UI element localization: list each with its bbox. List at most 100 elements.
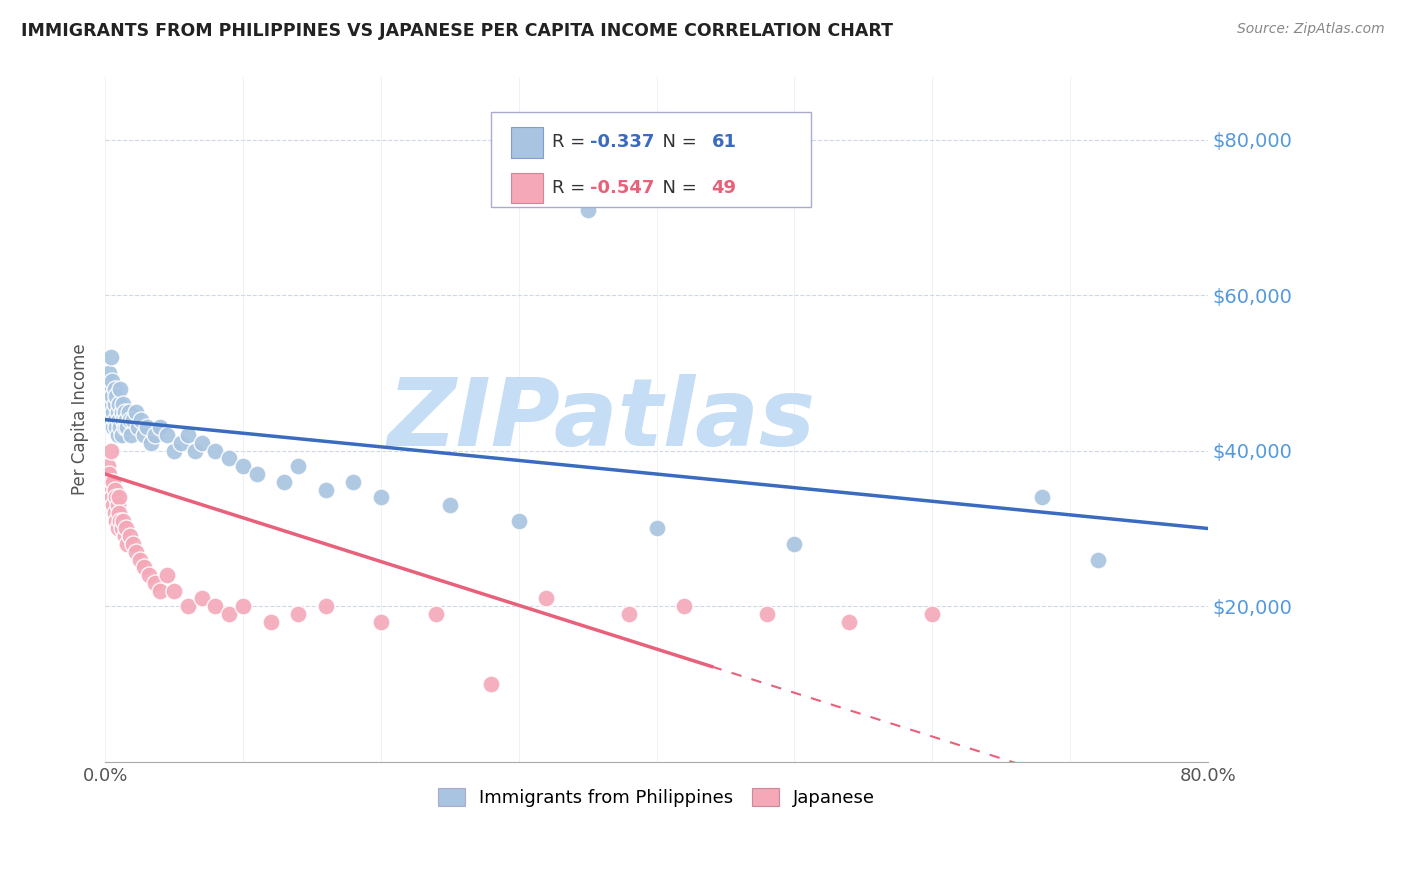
Point [138, 568, 160, 582]
Point [370, 615, 392, 629]
Point [156, 428, 179, 442]
Point [111, 428, 134, 442]
Point [232, 459, 254, 474]
Point [111, 521, 134, 535]
Point [108, 397, 131, 411]
Point [755, 607, 778, 621]
Point [370, 491, 392, 505]
Point [170, 436, 193, 450]
Point [101, 483, 124, 497]
Point [104, 412, 127, 426]
Text: ZIPatlas: ZIPatlas [387, 374, 815, 466]
Point [132, 560, 155, 574]
Point [783, 537, 806, 551]
Point [100, 412, 122, 426]
Point [163, 583, 186, 598]
Point [287, 607, 309, 621]
Point [103, 420, 125, 434]
FancyBboxPatch shape [510, 128, 543, 158]
Point [108, 412, 131, 426]
Point [127, 420, 149, 434]
Point [479, 677, 502, 691]
Text: R =: R = [551, 134, 591, 152]
Point [190, 436, 212, 450]
Point [149, 583, 172, 598]
Text: IMMIGRANTS FROM PHILIPPINES VS JAPANESE PER CAPITA INCOME CORRELATION CHART: IMMIGRANTS FROM PHILIPPINES VS JAPANESE … [21, 22, 893, 40]
Point [232, 599, 254, 614]
Point [124, 545, 146, 559]
Point [115, 521, 138, 535]
Point [425, 607, 447, 621]
Point [104, 506, 127, 520]
Y-axis label: Per Capita Income: Per Capita Income [72, 343, 89, 495]
Point [204, 599, 226, 614]
Point [124, 405, 146, 419]
Point [156, 568, 179, 582]
Point [645, 521, 668, 535]
Point [342, 475, 364, 489]
Point [132, 428, 155, 442]
Point [177, 599, 200, 614]
Point [536, 591, 558, 606]
Point [143, 575, 166, 590]
Point [143, 428, 166, 442]
Point [103, 498, 125, 512]
Point [617, 607, 640, 621]
Point [107, 521, 129, 535]
Point [287, 459, 309, 474]
Point [246, 467, 269, 481]
Point [135, 420, 157, 434]
Point [107, 405, 129, 419]
Point [1031, 491, 1053, 505]
Point [128, 552, 150, 566]
Point [114, 529, 136, 543]
Text: -0.547: -0.547 [591, 179, 655, 197]
Legend: Immigrants from Philippines, Japanese: Immigrants from Philippines, Japanese [430, 780, 883, 814]
Text: 61: 61 [711, 134, 737, 152]
Point [97, 459, 120, 474]
Point [1087, 552, 1109, 566]
Point [315, 599, 337, 614]
Point [104, 483, 127, 497]
Point [98, 397, 121, 411]
Point [121, 412, 143, 426]
Point [117, 405, 139, 419]
Point [921, 607, 943, 621]
Point [204, 443, 226, 458]
Point [149, 420, 172, 434]
Point [576, 202, 599, 217]
Point [259, 615, 281, 629]
Point [103, 405, 125, 419]
Point [121, 537, 143, 551]
Point [111, 405, 134, 419]
Point [118, 529, 141, 543]
Point [114, 420, 136, 434]
Text: R =: R = [551, 179, 591, 197]
Point [112, 412, 135, 426]
Point [177, 428, 200, 442]
Text: 49: 49 [711, 179, 737, 197]
Point [105, 514, 128, 528]
Point [108, 506, 131, 520]
Point [100, 475, 122, 489]
FancyBboxPatch shape [510, 173, 543, 203]
Point [218, 451, 240, 466]
Point [673, 599, 696, 614]
Point [139, 436, 162, 450]
Point [112, 397, 135, 411]
Point [190, 591, 212, 606]
Point [101, 389, 124, 403]
Point [107, 498, 129, 512]
Point [100, 351, 122, 365]
Point [118, 412, 141, 426]
Point [101, 374, 124, 388]
Point [117, 420, 139, 434]
Point [98, 467, 121, 481]
Point [120, 428, 142, 442]
Point [439, 498, 461, 512]
Point [114, 405, 136, 419]
Point [315, 483, 337, 497]
Point [184, 443, 207, 458]
Point [101, 491, 124, 505]
Point [100, 443, 122, 458]
